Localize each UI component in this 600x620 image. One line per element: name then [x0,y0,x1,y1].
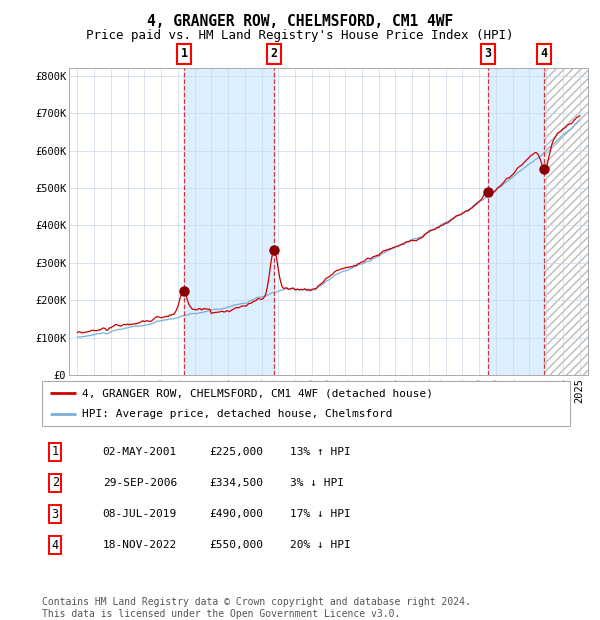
Text: 02-MAY-2001: 02-MAY-2001 [103,447,177,457]
Text: 2: 2 [52,477,59,490]
Bar [488,68,544,375]
FancyBboxPatch shape [42,381,570,426]
Text: 1: 1 [181,48,188,61]
Text: £334,500: £334,500 [210,478,264,488]
Text: 4, GRANGER ROW, CHELMSFORD, CM1 4WF (detached house): 4, GRANGER ROW, CHELMSFORD, CM1 4WF (det… [82,388,433,399]
Text: 1: 1 [52,445,59,458]
Text: 3: 3 [484,48,491,61]
Text: 3: 3 [52,508,59,521]
Text: £490,000: £490,000 [210,509,264,519]
Text: HPI: Average price, detached house, Chelmsford: HPI: Average price, detached house, Chel… [82,409,392,419]
Text: 4: 4 [541,48,548,61]
Text: 29-SEP-2006: 29-SEP-2006 [103,478,177,488]
Text: £550,000: £550,000 [210,540,264,550]
Text: 08-JUL-2019: 08-JUL-2019 [103,509,177,519]
Text: Contains HM Land Registry data © Crown copyright and database right 2024.
This d: Contains HM Land Registry data © Crown c… [42,597,471,619]
Text: 4: 4 [52,539,59,552]
Text: 20% ↓ HPI: 20% ↓ HPI [290,540,351,550]
Text: Price paid vs. HM Land Registry's House Price Index (HPI): Price paid vs. HM Land Registry's House … [86,30,514,42]
Text: 13% ↑ HPI: 13% ↑ HPI [290,447,351,457]
Bar [184,68,274,375]
Text: 4, GRANGER ROW, CHELMSFORD, CM1 4WF: 4, GRANGER ROW, CHELMSFORD, CM1 4WF [147,14,453,29]
Text: 17% ↓ HPI: 17% ↓ HPI [290,509,351,519]
Text: 2: 2 [271,48,278,61]
Text: £225,000: £225,000 [210,447,264,457]
Bar [544,68,588,375]
Text: 3% ↓ HPI: 3% ↓ HPI [290,478,344,488]
Text: 18-NOV-2022: 18-NOV-2022 [103,540,177,550]
